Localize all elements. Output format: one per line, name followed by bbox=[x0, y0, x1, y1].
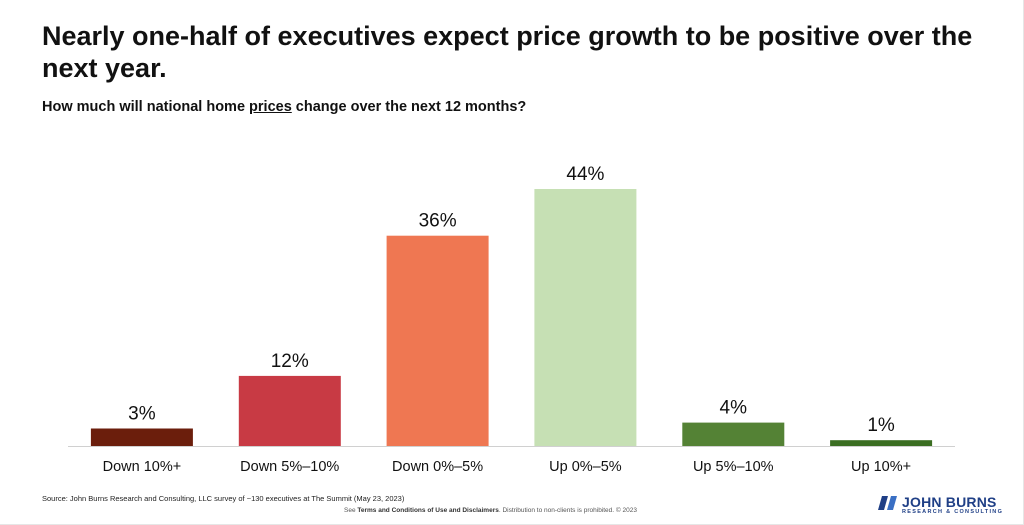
value-label-4: 44% bbox=[566, 164, 604, 185]
subtitle-pre: How much will national home bbox=[42, 99, 250, 115]
subtitle-emphasis: prices bbox=[249, 99, 292, 115]
logo-name: JOHN BURNS bbox=[902, 494, 997, 510]
bar-6 bbox=[830, 440, 933, 446]
bar-4 bbox=[534, 189, 637, 446]
category-label-5: Up 5%–10% bbox=[693, 459, 774, 475]
category-label-3: Down 0%–5% bbox=[392, 459, 483, 475]
logo-mark-icon bbox=[878, 496, 897, 510]
category-label-4: Up 0%–5% bbox=[549, 459, 622, 475]
source-note: Source: John Burns Research and Consulti… bbox=[42, 494, 405, 503]
category-label-6: Up 10%+ bbox=[851, 459, 911, 475]
value-label-6: 1% bbox=[867, 415, 895, 436]
value-label-2: 12% bbox=[271, 351, 309, 372]
value-label-3: 36% bbox=[419, 211, 457, 232]
terms-note: See Terms and Conditions of Use and Disc… bbox=[344, 507, 637, 514]
terms-link[interactable]: Terms and Conditions of Use and Disclaim… bbox=[357, 507, 499, 514]
john-burns-logo: JOHN BURNS RESEARCH & CONSULTING bbox=[878, 494, 1008, 518]
bar-5 bbox=[682, 422, 785, 446]
bar-2 bbox=[238, 375, 341, 446]
value-label-5: 4% bbox=[720, 398, 748, 419]
terms-post: . Distribution to non-clients is prohibi… bbox=[498, 507, 637, 514]
category-label-2: Down 5%–10% bbox=[240, 459, 339, 475]
value-label-1: 3% bbox=[128, 404, 156, 425]
bar-3 bbox=[386, 235, 489, 446]
chart-subtitle: How much will national home prices chang… bbox=[42, 99, 526, 115]
slide-title: Nearly one-half of executives expect pri… bbox=[42, 21, 973, 83]
terms-pre: See bbox=[344, 507, 358, 514]
category-label-1: Down 10%+ bbox=[103, 459, 182, 475]
logo-tagline: RESEARCH & CONSULTING bbox=[902, 509, 1004, 515]
bar-1 bbox=[90, 428, 193, 446]
subtitle-post: change over the next 12 months? bbox=[291, 99, 527, 115]
